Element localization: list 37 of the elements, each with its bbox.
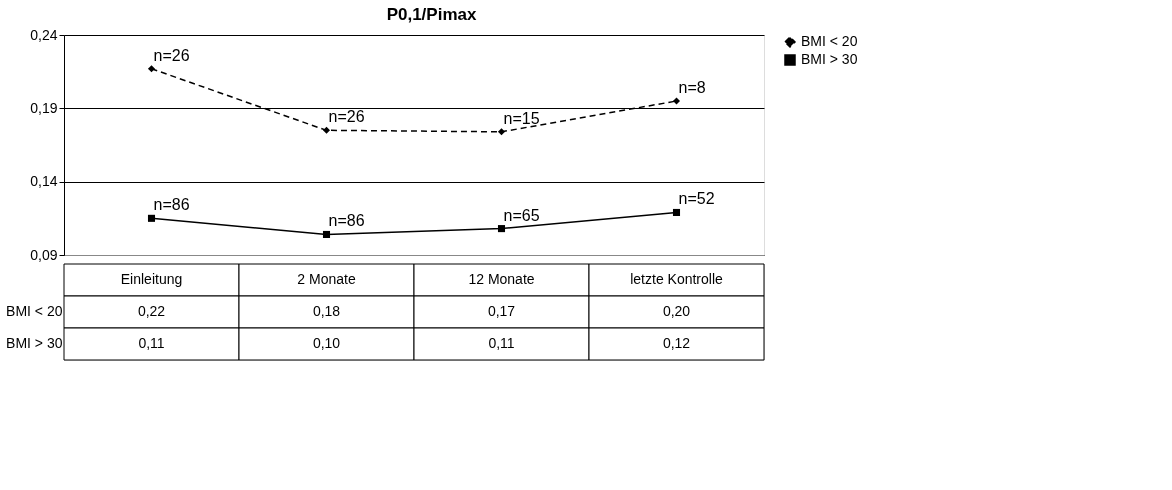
data-label: 0,11 — [138, 335, 165, 351]
x-tick-label: 12 Monate — [468, 271, 535, 287]
point — [147, 214, 156, 222]
annotation: n=15 — [503, 109, 540, 127]
point — [147, 65, 156, 73]
x-tick-label: Einleitung — [120, 271, 183, 287]
x-tick-label: letzte Kontrolle — [630, 271, 724, 287]
annotation: n=52 — [678, 190, 715, 208]
point — [322, 230, 331, 238]
point — [672, 208, 681, 216]
data-label: 0,12 — [662, 335, 691, 351]
y-tick-label: 0,14 — [30, 173, 58, 190]
annotation: n=65 — [503, 206, 540, 224]
legend-label: BMI < 20 — [801, 33, 858, 49]
y-tick-label: 0,09 — [30, 246, 58, 263]
chart-title: P0,1/Pimax — [386, 4, 477, 24]
annotation: n=26 — [328, 108, 365, 126]
point — [672, 97, 681, 105]
data-label: 0,20 — [662, 303, 691, 319]
annotation: n=8 — [678, 79, 706, 96]
data-label: 0,10 — [312, 335, 341, 351]
data-label: 0,11 — [488, 335, 515, 351]
point — [497, 225, 506, 233]
data-label: 0,17 — [487, 303, 516, 319]
point — [497, 128, 506, 136]
annotation: n=26 — [153, 46, 190, 64]
x-tick-label: 2 Monate — [297, 271, 356, 287]
text: BMI > 30 — [6, 335, 63, 351]
data-label: 0,18 — [312, 303, 341, 319]
point — [322, 126, 331, 134]
y-tick-label: 0,24 — [30, 26, 58, 43]
annotation: n=86 — [153, 196, 190, 214]
annotation: n=86 — [328, 212, 365, 230]
text: BMI < 20 — [6, 303, 63, 319]
data-label: 0,22 — [137, 303, 166, 319]
y-tick-label: 0,19 — [30, 99, 58, 116]
legend-label: BMI > 30 — [801, 51, 858, 67]
